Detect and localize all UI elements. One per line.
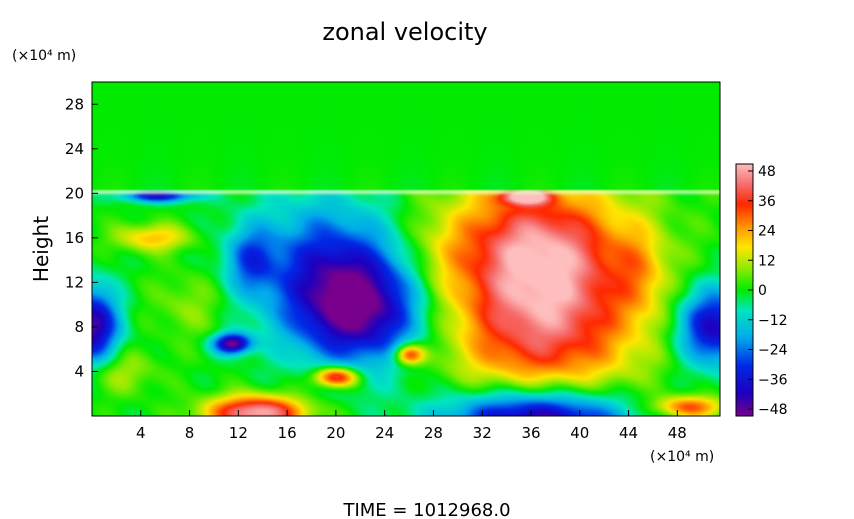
- x-tick-label: 28: [424, 424, 443, 442]
- y-tick-label: 8: [74, 318, 84, 336]
- y-axis: 4 8 12 16 20 24 28: [65, 95, 98, 380]
- x-tick-label: 32: [473, 424, 492, 442]
- colorbar-tick-label: 36: [758, 194, 776, 210]
- colorbar-ticks: 48 36 24 12 0 −12 −24 −36 −48: [748, 164, 788, 418]
- x-tick-label: 4: [136, 424, 146, 442]
- plot-frame: [91, 81, 721, 417]
- colorbar-tick-label: −48: [758, 402, 788, 418]
- colorbar-image: [736, 164, 753, 416]
- chart-title: zonal velocity: [322, 18, 487, 46]
- x-tick-label: 24: [375, 424, 394, 442]
- y-tick-label: 20: [65, 184, 84, 202]
- x-unit-label: (×10⁴ m): [650, 449, 714, 465]
- y-tick-label: 12: [65, 273, 84, 291]
- y-unit-label: (×10⁴ m): [12, 48, 76, 64]
- x-tick-label: 12: [229, 424, 248, 442]
- time-label: TIME = 1012968.0: [342, 500, 510, 519]
- colorbar-tick-label: 24: [758, 224, 776, 240]
- heatmap-plot: [91, 81, 721, 417]
- y-tick-label: 16: [65, 229, 84, 247]
- colorbar-tick-label: 12: [758, 253, 776, 269]
- x-tick-label: 48: [668, 424, 687, 442]
- x-axis: 4 8 12 16 20 24 28 32 36 40 44 48: [136, 410, 687, 442]
- y-tick-label: 28: [65, 95, 84, 113]
- colorbar-tick-label: 48: [758, 164, 776, 180]
- x-tick-label: 40: [570, 424, 589, 442]
- colorbar-tick-label: −36: [758, 372, 788, 388]
- x-tick-label: 20: [326, 424, 345, 442]
- x-tick-label: 8: [185, 424, 195, 442]
- colorbar-tick-label: 0: [758, 283, 767, 299]
- x-tick-label: 16: [278, 424, 297, 442]
- y-axis-title: Height: [29, 216, 53, 282]
- y-tick-label: 24: [65, 140, 84, 158]
- x-tick-label: 36: [521, 424, 540, 442]
- colorbar-tick-label: −12: [758, 313, 788, 329]
- heatmap-image: [92, 82, 720, 416]
- x-tick-label: 44: [619, 424, 638, 442]
- y-tick-label: 4: [74, 362, 84, 380]
- colorbar-tick-label: −24: [758, 343, 788, 359]
